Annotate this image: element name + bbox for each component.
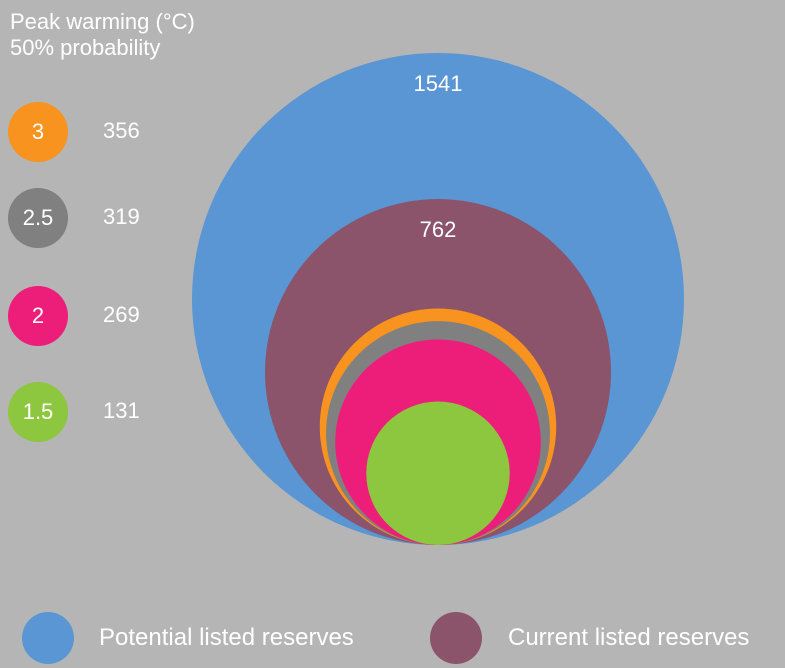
legend-label-current: Current listed reserves <box>508 624 750 651</box>
bubble-value-label: 1541 <box>414 71 463 96</box>
bubble-1-5 <box>366 401 510 545</box>
side-legend-item-3: 3 356 <box>8 102 178 162</box>
side-legend-item-1-5: 1.5 131 <box>8 382 178 442</box>
legend-dot-1-5: 1.5 <box>8 382 68 442</box>
legend-value-2-5: 319 <box>103 204 140 229</box>
side-legend-item-2: 2 269 <box>8 286 178 346</box>
title-line-2: 50% probability <box>10 35 161 60</box>
legend-dot-2: 2 <box>8 286 68 346</box>
chart-title: Peak warming (°C) 50% probability <box>10 9 195 61</box>
side-legend-item-2-5: 2.5 319 <box>8 188 178 248</box>
legend-value-3: 356 <box>103 118 140 143</box>
legend-dot-2-5: 2.5 <box>8 188 68 248</box>
bottom-legend: Potential listed reserves Current listed… <box>0 612 785 664</box>
legend-value-1-5: 131 <box>103 398 140 423</box>
legend-value-2: 269 <box>103 302 140 327</box>
bubble-value-label: 762 <box>420 217 457 242</box>
legend-swatch-potential <box>22 612 74 664</box>
legend-label-potential: Potential listed reserves <box>99 624 354 651</box>
title-line-1: Peak warming (°C) <box>10 9 195 34</box>
legend-dot-3: 3 <box>8 102 68 162</box>
legend-swatch-current <box>430 612 482 664</box>
